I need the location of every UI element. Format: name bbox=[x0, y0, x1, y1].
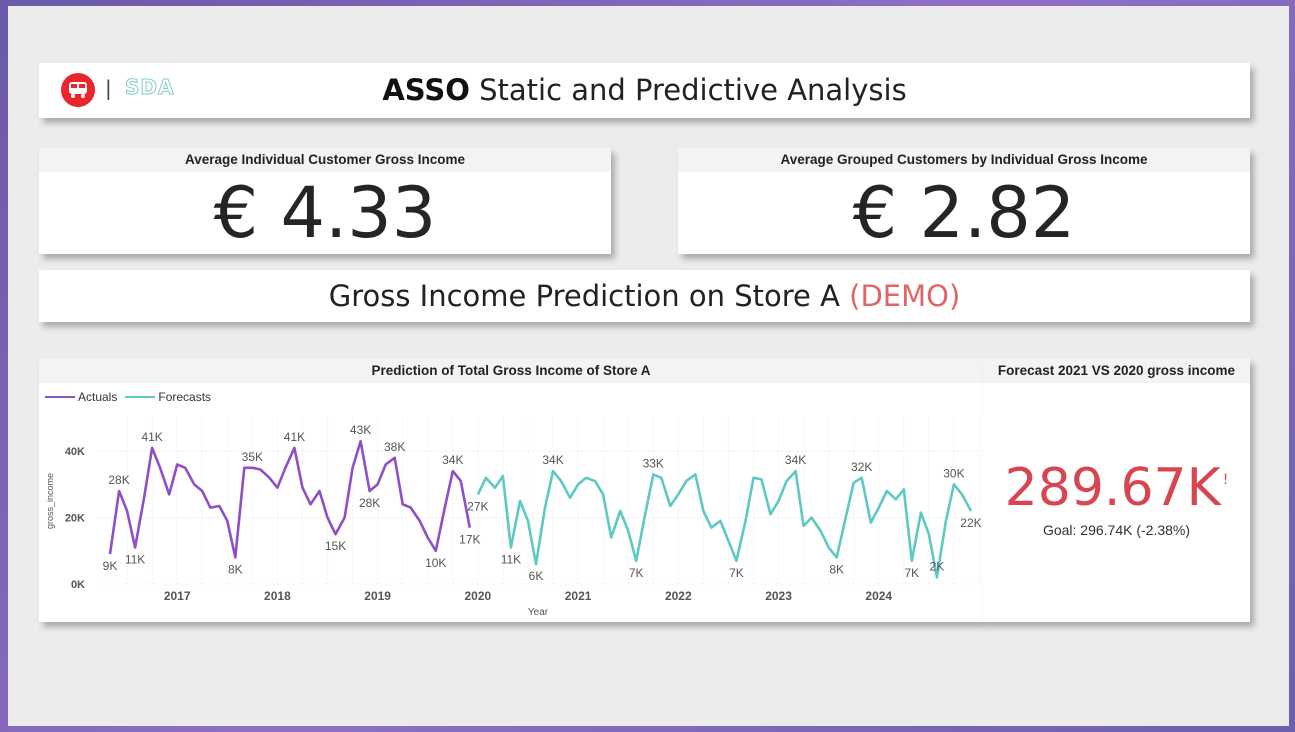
data-label: 7K bbox=[905, 566, 920, 580]
kpi-title: Average Grouped Customers by Individual … bbox=[678, 148, 1250, 172]
data-label: 41K bbox=[141, 430, 162, 444]
data-label: 41K bbox=[284, 430, 305, 444]
forecast-kpi-value: 289.67K! bbox=[983, 458, 1250, 518]
x-tick-label: 2024 bbox=[865, 589, 892, 603]
data-label: 8K bbox=[228, 562, 243, 576]
data-label: 27K bbox=[467, 499, 488, 513]
bus-logo-icon bbox=[61, 73, 95, 107]
data-label: 34K bbox=[785, 453, 806, 467]
data-label: 6K bbox=[529, 569, 544, 583]
data-label: 30K bbox=[943, 466, 964, 480]
kpi-value: € 2.82 bbox=[852, 172, 1076, 254]
data-label: 34K bbox=[542, 453, 563, 467]
dashboard-canvas: | SDA ASSO Static and Predictive Analysi… bbox=[8, 6, 1289, 726]
data-label: 15K bbox=[325, 539, 346, 553]
forecast-value-text: 289.67K bbox=[1004, 458, 1221, 518]
forecast-kpi-card[interactable]: Forecast 2021 VS 2020 gross income 289.6… bbox=[983, 358, 1250, 622]
data-label: 35K bbox=[242, 450, 263, 464]
prediction-title: Gross Income Prediction on Store A (DEMO… bbox=[39, 279, 1250, 313]
sda-logo: SDA bbox=[124, 75, 175, 100]
forecast-kpi-title: Forecast 2021 VS 2020 gross income bbox=[983, 358, 1250, 383]
alert-icon: ! bbox=[1222, 472, 1229, 488]
data-label: 11K bbox=[501, 552, 521, 566]
legend-swatch-forecasts bbox=[125, 396, 156, 398]
kpi-title: Average Individual Customer Gross Income bbox=[39, 148, 611, 172]
kpi-card-grouped[interactable]: Average Grouped Customers by Individual … bbox=[678, 148, 1250, 254]
x-tick-label: 2018 bbox=[264, 589, 291, 603]
data-label: 22K bbox=[960, 516, 981, 530]
line-chart-card[interactable]: Prediction of Total Gross Income of Stor… bbox=[39, 358, 983, 622]
legend-item-actuals[interactable]: Actuals bbox=[45, 390, 117, 404]
x-tick-label: 2022 bbox=[665, 589, 692, 603]
y-tick-label: 20K bbox=[65, 513, 85, 525]
page-title: ASSO Static and Predictive Analysis bbox=[39, 73, 1250, 107]
logo-separator: | bbox=[105, 76, 112, 100]
data-label: 33K bbox=[643, 456, 664, 470]
data-label: 10K bbox=[425, 556, 446, 570]
prediction-banner: Gross Income Prediction on Store A (DEMO… bbox=[39, 270, 1250, 322]
x-tick-label: 2020 bbox=[465, 589, 492, 603]
x-tick-label: 2017 bbox=[164, 589, 191, 603]
x-axis-label: Year bbox=[528, 607, 549, 618]
data-label: 34K bbox=[442, 453, 463, 467]
data-label: 7K bbox=[729, 566, 744, 580]
legend-swatch-actuals bbox=[45, 396, 75, 398]
header-bar: | SDA ASSO Static and Predictive Analysi… bbox=[39, 63, 1250, 118]
data-label: 43K bbox=[350, 423, 371, 437]
kpi-card-individual[interactable]: Average Individual Customer Gross Income… bbox=[39, 148, 611, 254]
y-tick-label: 0K bbox=[71, 579, 85, 591]
data-label: 32K bbox=[851, 460, 872, 474]
x-tick-label: 2023 bbox=[765, 589, 792, 603]
kpi-value: € 4.33 bbox=[213, 172, 437, 254]
series-line-actuals bbox=[108, 439, 472, 559]
y-tick-label: 40K bbox=[65, 446, 85, 458]
data-label: 38K bbox=[384, 440, 405, 454]
data-label: 28K bbox=[359, 496, 380, 510]
series-line-forecasts bbox=[476, 469, 973, 579]
page-title-rest: Static and Predictive Analysis bbox=[469, 73, 907, 107]
chart-title: Prediction of Total Gross Income of Stor… bbox=[39, 358, 983, 383]
page-title-bold: ASSO bbox=[382, 73, 470, 107]
data-label: 8K bbox=[829, 562, 844, 576]
data-label: 11K bbox=[125, 552, 145, 566]
demo-label: (DEMO) bbox=[849, 279, 961, 313]
data-label: 2K bbox=[930, 559, 945, 573]
legend-label-forecasts: Forecasts bbox=[158, 390, 212, 404]
y-axis-label: gross_income bbox=[45, 473, 55, 529]
line-chart[interactable]: 0K 20K 40K 2017 2018 2019 2020 2021 2022 2023 2024… bbox=[39, 358, 983, 622]
x-tick-label: 2019 bbox=[364, 589, 391, 603]
x-tick-label: 2021 bbox=[565, 589, 592, 603]
forecast-goal: Goal: 296.74K (-2.38%) bbox=[1042, 522, 1191, 538]
chart-legend[interactable]: Actuals Forecasts bbox=[45, 390, 211, 404]
legend-item-forecasts[interactable]: Forecasts bbox=[125, 390, 211, 404]
prediction-title-text: Gross Income Prediction on Store A bbox=[328, 279, 850, 313]
data-label: 28K bbox=[108, 473, 129, 487]
data-label: 17K bbox=[459, 533, 480, 547]
data-label: 9K bbox=[103, 559, 118, 573]
data-label: 7K bbox=[629, 566, 644, 580]
legend-label-actuals: Actuals bbox=[78, 390, 118, 404]
